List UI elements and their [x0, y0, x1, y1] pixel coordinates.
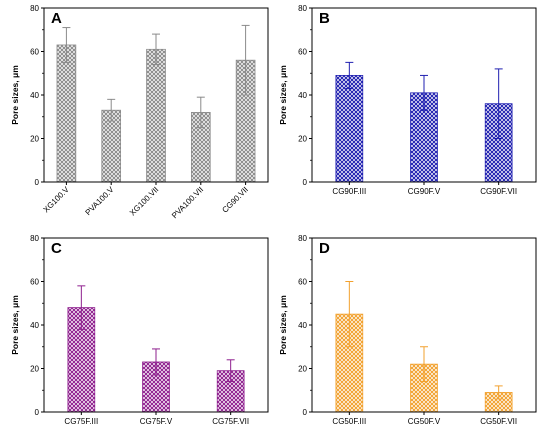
bar-XG100.V — [56, 44, 77, 183]
y-axis-label: Pore sizes, μm — [278, 65, 288, 125]
x-tick-label: CG50F.III — [332, 417, 366, 426]
y-tick-label: 60 — [30, 48, 39, 57]
y-tick-label: 60 — [298, 48, 307, 57]
x-tick-label: CG90F.VII — [480, 187, 517, 196]
y-tick-label: 40 — [30, 321, 39, 330]
y-tick-label: 0 — [35, 178, 40, 187]
y-tick-label: 40 — [30, 91, 39, 100]
panel-label: A — [51, 10, 62, 27]
y-tick-label: 80 — [30, 4, 39, 13]
bar-XG100.VII — [146, 48, 166, 183]
error-bar-CG75F.VII — [226, 359, 235, 383]
y-tick-label: 0 — [35, 408, 40, 417]
x-tick-label: XG100.V — [41, 185, 71, 215]
y-tick-label: 60 — [30, 278, 39, 287]
bar-CG90F.III — [335, 75, 364, 183]
chart-panel-b: CG90F.III CG90F.V CG90F.VII 0 20 40 60 80 Pore s… — [278, 4, 537, 196]
y-axis-label: Pore sizes, μm — [10, 65, 20, 125]
y-tick-label: 20 — [298, 135, 307, 144]
chart-panel-d: CG50F.III CG50F.V CG50F.VII 0 20 40 60 80 Pore s… — [278, 234, 537, 426]
error-bar-CG90F.VII — [494, 68, 503, 139]
y-tick-label: 40 — [298, 321, 307, 330]
error-bar-PVA100.V — [107, 98, 116, 122]
y-tick-label: 80 — [298, 234, 307, 243]
error-bar-XG100.V — [62, 27, 71, 63]
x-tick-label: CG90.VII — [220, 185, 250, 215]
chart-panel-c: CG75F.III CG75F.V CG75F.VII 0 20 40 60 80 Pore s… — [10, 234, 269, 426]
x-tick-label: CG90F.V — [408, 187, 441, 196]
y-tick-label: 80 — [298, 4, 307, 13]
x-tick-label: PVA100.V — [84, 185, 117, 218]
panel-label: D — [319, 240, 330, 257]
x-tick-label: CG90F.III — [332, 187, 366, 196]
y-tick-label: 20 — [30, 365, 39, 374]
y-tick-label: 60 — [298, 278, 307, 287]
y-axis-label: Pore sizes, μm — [10, 295, 20, 355]
x-tick-label: CG50F.VII — [480, 417, 517, 426]
x-tick-label: CG50F.V — [408, 417, 441, 426]
error-bar-CG90F.III — [345, 61, 354, 89]
error-bar-PVA100.VII — [196, 96, 205, 129]
panel-label: B — [319, 10, 330, 27]
chart-panel-a: XG100.V PVA100.V XG100.VII PVA100.VII CG90.V… — [10, 4, 269, 220]
error-bar-CG50F.III — [345, 281, 354, 348]
y-tick-label: 20 — [30, 135, 39, 144]
y-tick-label: 80 — [30, 234, 39, 243]
x-tick-label: CG75F.VII — [212, 417, 249, 426]
y-axis-label: Pore sizes, μm — [278, 295, 288, 355]
y-tick-label: 0 — [303, 178, 308, 187]
error-bar-CG50F.V — [420, 346, 428, 383]
x-tick-label: XG100.VII — [128, 185, 160, 217]
error-bar-CG90F.V — [420, 74, 428, 111]
error-bar-CG75F.V — [152, 348, 160, 376]
y-tick-label: 20 — [298, 365, 307, 374]
y-tick-label: 40 — [298, 91, 307, 100]
error-bar-XG100.VII — [152, 33, 160, 66]
error-bar-CG90.VII — [241, 24, 250, 96]
x-tick-label: CG75F.III — [64, 417, 98, 426]
y-tick-label: 0 — [303, 408, 308, 417]
x-tick-label: PVA100.VII — [170, 185, 205, 220]
panel-label: C — [51, 240, 62, 257]
error-bar-CG75F.III — [77, 285, 86, 330]
error-bar-CG50F.VII — [494, 385, 503, 400]
x-tick-label: CG75F.V — [140, 417, 173, 426]
